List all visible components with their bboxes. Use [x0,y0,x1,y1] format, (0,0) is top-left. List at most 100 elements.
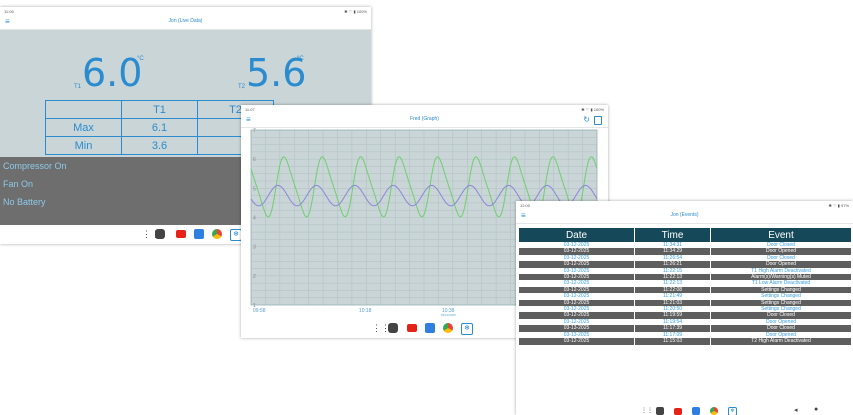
apps-grid-icon[interactable]: ⋮⋮ [641,408,653,414]
x-axis-date-label: 03/12/2025 [441,313,456,317]
event-event-cell: Settings Changed [710,293,852,300]
event-event-cell: Alarm(s)/Warning(s) Muted [710,274,852,281]
home-icon[interactable]: ● [814,406,819,413]
table-row: Max 6.1 [45,118,274,137]
x-tick-label: 10:18 [359,308,372,314]
app-bar: ≡ Jon (Events) [516,209,853,224]
refresh-icon[interactable]: ↻ [583,115,590,124]
status-time: 11:07 [245,107,255,112]
camera-icon[interactable] [155,229,165,239]
table-row[interactable]: 03-12-2025 11:34:29 Door Opened [518,248,852,255]
battery-status: No Battery [3,197,46,207]
events-table: Date Time Event 03-12-2025 11:34:31 Door C… [518,228,852,345]
hamburger-menu-icon[interactable]: ≡ [521,211,526,220]
table-row[interactable]: 03-12-2025 11:21:03 Settings Changed [518,299,852,307]
table-row[interactable]: 03-12-2025 11:26:54 Door Closed [518,254,852,262]
event-event-cell: T1 High Alarm Deactivated [710,267,852,275]
page-title: Fred (Graph) [410,116,439,122]
table-row[interactable]: 03-12-2025 11:34:31 Door Closed [518,242,852,249]
y-tick-label: 3 [253,245,256,251]
compressor-status: Compressor On [3,161,67,171]
y-tick-label: 4 [253,216,256,222]
table-row[interactable]: 03-13-2025 11:17:39 Door Closed [518,325,852,332]
event-event-cell: Door Opened [710,248,852,255]
temperature-t1-value: 6.0 [82,51,143,95]
hamburger-menu-icon[interactable]: ≡ [5,17,10,26]
y-tick-label: 1 [253,303,256,309]
table-row[interactable]: 03-12-2025 11:19:59 Door Closed [518,312,852,319]
row-value-t1: 3.6 [121,136,198,155]
table-row[interactable]: 03-12-2025 11:22:13 Alarm(s)/Warning(s) Mu… [518,274,852,281]
status-bar: 11:06 ✱ ♡ ▮ 100% [0,7,371,15]
temperature-t2-unit: °C [297,56,304,62]
page-title: Jon (Live Data) [168,18,203,24]
series-line [250,184,598,207]
event-event-cell: Settings Changed [710,299,852,307]
youtube-icon[interactable] [176,230,186,238]
y-tick-label: 6 [253,157,256,163]
messages-icon[interactable] [692,407,700,415]
chrome-icon[interactable] [710,407,718,415]
youtube-icon[interactable] [674,408,682,415]
event-event-cell: Door Closed [710,242,852,249]
row-label: Min [45,136,122,155]
status-bar: 12:00 ✱ ♡ ▮ 97% [516,201,853,209]
time-column-header[interactable]: Time [634,228,711,242]
camera-icon[interactable] [656,407,664,415]
date-column-header[interactable]: Date [518,228,635,242]
chrome-icon[interactable] [443,323,453,333]
row-value-t1: 6.1 [121,118,198,137]
chrome-icon[interactable] [212,229,222,239]
event-event-cell: Settings Changed [710,286,852,294]
status-icons: ✱ ♡ ▮ 97% [828,203,849,208]
table-row[interactable]: 03-12-2025 11:15:03 T2 High Alarm Deactiva… [518,338,852,345]
event-event-cell: T2 High Alarm Deactivated [710,338,852,345]
events-screen: 12:00 ✱ ♡ ▮ 97% ≡ Jon (Events) Date Time… [516,201,853,415]
table-row[interactable]: 03-13-2025 11:17:09 Door Opened [518,331,852,339]
app-bar: ≡ Jon (Live Data) [0,15,371,30]
table-row[interactable]: 03-12-2025 11:20:50 Settings Changed [518,306,852,313]
status-bar: 11:07 ✱ ♡ ▮ 100% [241,105,608,113]
back-icon[interactable]: ◂ [794,407,798,414]
event-date-cell: 03-12-2025 [518,338,635,345]
table-row[interactable]: 03-12-2025 11:22:08 Settings Changed [518,286,852,294]
table-row[interactable]: 03-12-2025 11:22:13 T1 Low Alarm Deactivat… [518,280,852,287]
hamburger-menu-icon[interactable]: ≡ [246,115,251,124]
table-row: Min 3.6 [45,136,274,155]
table-header-cell [45,100,122,119]
messages-icon[interactable] [425,323,435,333]
snowflake-app-icon[interactable]: ❄ [461,323,473,335]
youtube-icon[interactable] [407,324,417,332]
table-row[interactable]: 03-12-2025 11:19:54 Door Opened [518,318,852,326]
event-event-cell: Door Opened [710,318,852,326]
status-time: 12:00 [520,203,531,208]
table-row[interactable]: 03-12-2025 11:22:15 T1 High Alarm Deactiva… [518,267,852,275]
x-tick-label: 09:58 [253,308,266,314]
temperature-t1-label: T1 [74,84,82,90]
apps-grid-icon[interactable]: ⋮⋮ [372,323,390,333]
y-tick-label: 5 [253,186,256,192]
table-header-row: T1 T2 [45,100,274,119]
event-event-cell: Settings Changed [710,306,852,313]
status-icons: ✱ ♡ ▮ 100% [581,107,604,112]
calendar-icon[interactable] [594,116,602,125]
camera-icon[interactable] [388,323,398,333]
temperature-t1-unit: °C [137,56,144,62]
event-column-header[interactable]: Event [710,228,852,242]
table-header-cell: T1 [121,100,198,119]
event-event-cell: Door Closed [710,254,852,262]
table-row[interactable]: 03-12-2025 11:26:21 Door Opened [518,261,852,268]
nav-bar: ⋮⋮ ❄ ◂ ● [516,406,853,415]
event-event-cell: Door Closed [710,325,852,332]
messages-icon[interactable] [194,229,204,239]
event-event-cell: Door Closed [710,312,852,319]
snowflake-app-icon[interactable]: ❄ [728,407,737,415]
event-event-cell: Door Opened [710,261,852,268]
apps-grid-icon[interactable]: ⋮⋮ [142,229,160,239]
app-bar: ≡ Fred (Graph) ↻ [241,113,608,128]
table-header-row: Date Time Event [518,228,852,242]
temperature-t2-label: T2 [238,84,246,90]
table-row[interactable]: 03-12-2025 11:21:49 Settings Changed [518,293,852,300]
y-tick-label: 2 [253,274,256,280]
status-icons: ✱ ♡ ▮ 100% [344,9,367,14]
